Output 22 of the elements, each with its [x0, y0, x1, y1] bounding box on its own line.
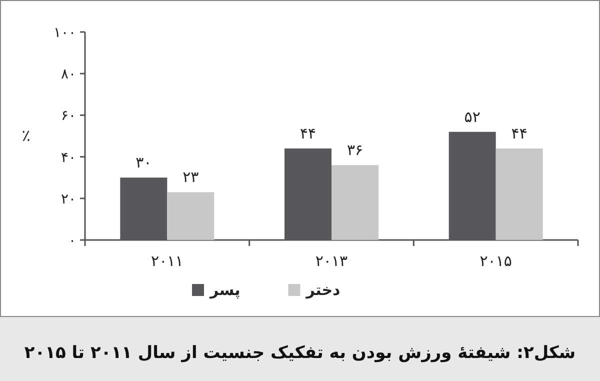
data-label: ۴۴: [300, 124, 316, 142]
y-tick-label: ۲۰: [60, 191, 76, 208]
y-axis-title: ٪: [22, 126, 30, 145]
y-tick-label: ۰: [68, 233, 76, 249]
bar: [496, 148, 543, 240]
text: شکل۲: شیفتهٔ ورزش بودن به تفکیک جنسیت از سال ۲۰۱۱ تا ۲۰۱۵: [24, 343, 576, 363]
y-tick-label: ۴۰: [60, 150, 76, 166]
legend-label: پسر: [209, 281, 240, 299]
x-tick-label: ۲۰۱۱: [151, 252, 184, 270]
y-tick-label: ۱۰۰: [53, 25, 76, 41]
y-tick-label: ۶۰: [60, 108, 76, 124]
y-tick-label: ۸۰: [60, 66, 76, 83]
data-label: ۳۰: [136, 154, 152, 172]
legend-label: دختر: [305, 281, 340, 299]
data-label: ۲۳: [182, 168, 199, 186]
data-label: ۵۲: [464, 108, 480, 126]
data-label: ۳۶: [346, 141, 364, 160]
data-label: ۴۴: [511, 124, 528, 142]
x-tick-label: ۲۰۱۳: [315, 252, 348, 270]
x-tick-label: ۲۰۱۵: [480, 252, 512, 270]
bar: [167, 192, 214, 240]
bar: [332, 165, 378, 240]
